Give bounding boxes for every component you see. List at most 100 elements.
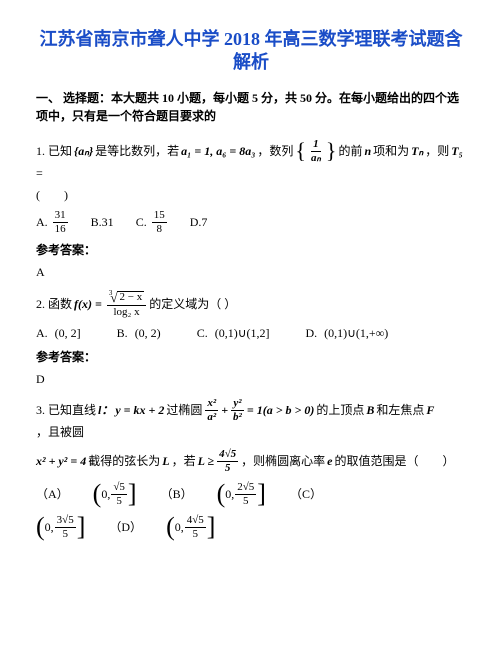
q1-seq: {aₙ} [74,142,93,160]
q3-optC-frac: 3√5 5 [55,515,76,540]
q2-options: A. (0, 2] B. (0, 2) C. (0,1)∪(1,2] D. (0… [36,324,466,342]
q1-opt-a: A. 31 16 [36,210,69,235]
q3-t1: 过椭圆 [166,401,202,419]
q1-a1eq: a₁ = 1, a₆ = 8a₃ [181,142,255,160]
q3-L: L [162,452,169,470]
q3-optA-pr: ] [128,484,137,505]
q3-optC: ( 0, 3√5 5 ] [36,515,85,540]
q3-t7: ，则椭圆离心率 [241,452,325,470]
q1-optA-frac: 31 16 [53,210,68,235]
q3-t3: 和左焦点 [376,401,424,419]
q3-optD: ( 0, 4√5 5 ] [166,515,215,540]
q3-optD-den: 5 [191,528,201,540]
q3-optD-pl: ( [166,517,175,538]
q3-F: F [426,401,434,419]
q3-line: y = kx + 2 [115,401,164,419]
q2-opt-a: A. (0, 2] [36,324,81,342]
q1-t5v: T₅ [451,142,463,160]
q3-optA-frac: √5 5 [111,482,127,507]
q1-opt-d: D.7 [190,213,208,231]
q3-plus: + [221,401,228,419]
q2-answer: D [36,370,466,388]
q1-bn-den: aₙ [309,152,323,164]
q3-Lfrac: 4√5 5 [217,449,238,474]
q3-optD-num: 4√5 [185,515,206,528]
q3-e: e [327,452,332,470]
q3-optA-pl: ( [93,484,102,505]
q3-optA: ( 0, √5 5 ] [93,482,137,507]
q1-optA-den: 16 [53,223,68,235]
q1-t5: ，则 [425,142,449,160]
q3-optB-den: 5 [241,495,251,507]
q3-t5: 截得的弦长为 [88,452,160,470]
q3-optB-zero: 0, [225,485,234,503]
q2-stem: 2. 函数 f(x) = 3 √ 2 − x log₂ x 的定义域为（ ） [36,291,466,318]
q2-fx: f(x) = [74,295,102,313]
q1-t1: 是等比数列，若 [95,142,179,160]
q3-optD-frac: 4√5 5 [185,515,206,540]
q1-optA-label: A. [36,213,48,231]
q1-opt-b: B.31 [91,213,114,231]
q3-optA-den: 5 [114,495,124,507]
q3-optB: ( 0, 2√5 5 ] [217,482,266,507]
q3-t4: ，且被圆 [36,423,84,441]
q1-t2: ，数列 [257,142,293,160]
q1-t6: = [36,164,43,182]
q3-Lnum: 4√5 [217,449,238,462]
q1-t4: 项和为 [373,142,409,160]
q3-ell-y: y² b² [231,398,244,423]
q1-optC-frac: 15 8 [152,210,167,235]
q3-l-label: l： [98,401,113,419]
q3-optB-l: （B） [161,485,193,503]
q3-eq1: = 1(a > b > 0) [247,401,315,419]
q3-optC-zero: 0, [45,518,54,536]
q2-radical: 3 √ 2 − x [109,291,144,304]
q2-opt-d: D. (0,1)∪(1,+∞) [305,324,388,342]
q1-bn-frac: 1 aₙ [309,139,323,164]
q3-pre: 3. 已知直线 [36,401,96,419]
q2-frac-den: log₂ x [111,306,141,318]
q3-Lden: 5 [223,462,233,474]
q1-brace-left: { [295,140,306,162]
question-1: 1. 已知 {aₙ} 是等比数列，若 a₁ = 1, a₆ = 8a₃ ，数列 … [36,139,466,281]
q3-optD-zero: 0, [175,518,184,536]
question-3: 3. 已知直线 l： y = kx + 2 过椭圆 x² a² + y² b² … [36,398,466,540]
q3-elly-den: b² [231,411,244,423]
q2-pre: 2. 函数 [36,295,72,313]
document-title: 江苏省南京市聋人中学 2018 年高三数学理联考试题含解析 [36,28,466,75]
q3-B: B [366,401,374,419]
q1-bn-num: 1 [311,139,321,152]
q3-options-2: ( 0, 3√5 5 ] （D） ( 0, 4√5 5 ] [36,515,466,540]
q1-stem: 1. 已知 {aₙ} 是等比数列，若 a₁ = 1, a₆ = 8a₃ ，数列 … [36,139,466,182]
q3-optC-den: 5 [60,528,70,540]
q2-answer-label: 参考答案： [36,348,466,366]
q3-elly-num: y² [231,398,243,411]
q3-optA-num: √5 [111,482,127,495]
q2-suf: 的定义域为（ ） [149,295,236,313]
q3-optD-pr: ] [207,517,216,538]
q3-optC-pl: ( [36,517,45,538]
q3-stem: 3. 已知直线 l： y = kx + 2 过椭圆 x² a² + y² b² … [36,398,466,441]
question-2: 2. 函数 f(x) = 3 √ 2 − x log₂ x 的定义域为（ ） A… [36,291,466,388]
q3-optC-l: （C） [290,485,322,503]
q3-optA-l: （A） [36,485,69,503]
q2-optB-v: (0, 2) [135,324,161,342]
q2-frac: 3 √ 2 − x log₂ x [107,291,146,318]
q3-optB-num: 2√5 [235,482,256,495]
q3-ellx-den: a² [205,411,218,423]
q1-pre: 1. 已知 [36,142,72,160]
q3-Lge: L ≥ [198,452,214,470]
q2-optD-v: (0,1)∪(1,+∞) [324,324,388,342]
q3-optA-zero: 0, [101,485,110,503]
q1-tn: Tₙ [411,142,423,160]
q1-answer-label: 参考答案： [36,241,466,259]
q2-rad-root: √ [110,291,117,304]
q2-opt-c: C. (0,1)∪(1,2] [197,324,270,342]
q1-nvar: n [364,142,371,160]
q3-circle: x² + y² = 4 [36,452,86,470]
q3-stem-2: x² + y² = 4 截得的弦长为 L ，若 L ≥ 4√5 5 ，则椭圆离心… [36,449,466,474]
q3-optB-pr: ] [257,484,266,505]
q1-options: A. 31 16 B.31 C. 15 8 D.7 [36,210,466,235]
q3-optB-pl: ( [217,484,226,505]
q3-optC-pr: ] [77,517,86,538]
